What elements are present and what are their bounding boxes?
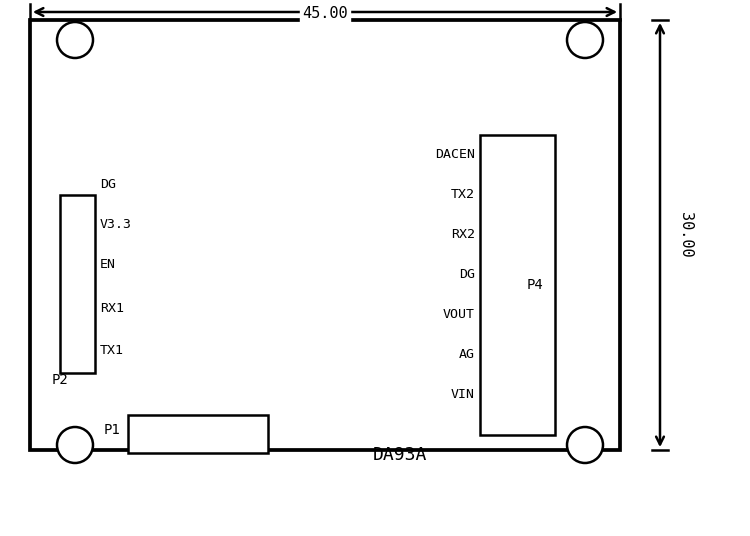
Text: 30.00: 30.00 bbox=[677, 212, 692, 258]
Text: DACEN: DACEN bbox=[435, 148, 475, 161]
Text: P2: P2 bbox=[52, 373, 68, 387]
Text: P4: P4 bbox=[526, 278, 543, 292]
Bar bbox=[128, 415, 268, 453]
Text: RX1: RX1 bbox=[100, 301, 124, 315]
Text: 45.00: 45.00 bbox=[302, 6, 348, 21]
Text: DG: DG bbox=[459, 269, 475, 281]
Text: EN: EN bbox=[100, 258, 116, 272]
Text: DG: DG bbox=[100, 178, 116, 191]
Text: V3.3: V3.3 bbox=[100, 219, 132, 232]
Text: VIN: VIN bbox=[451, 389, 475, 401]
Text: RX2: RX2 bbox=[451, 228, 475, 242]
Bar bbox=[30, 20, 620, 450]
Text: P1: P1 bbox=[104, 423, 120, 437]
Circle shape bbox=[567, 427, 603, 463]
Text: VOUT: VOUT bbox=[443, 309, 475, 322]
Circle shape bbox=[567, 22, 603, 58]
Text: AG: AG bbox=[459, 348, 475, 361]
Text: TX1: TX1 bbox=[100, 344, 124, 356]
Text: TX2: TX2 bbox=[451, 189, 475, 202]
Circle shape bbox=[57, 427, 93, 463]
Text: DA93A: DA93A bbox=[373, 446, 427, 464]
Bar bbox=[60, 195, 95, 373]
Circle shape bbox=[57, 22, 93, 58]
Bar bbox=[480, 135, 555, 435]
